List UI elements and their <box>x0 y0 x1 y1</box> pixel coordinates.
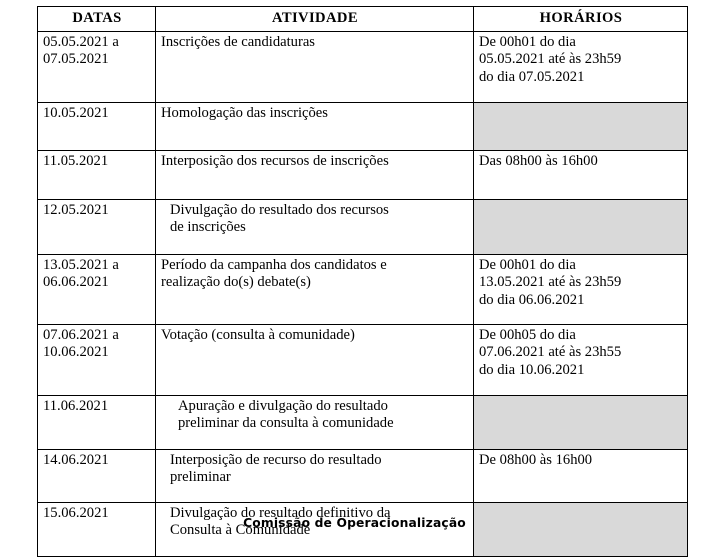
header-row: DATAS ATIVIDADE HORÁRIOS <box>37 6 688 32</box>
table-row: 11.05.2021 Interposição dos recursos de … <box>37 149 688 200</box>
table-row: 14.06.2021 Interposição de recurso do re… <box>37 448 688 503</box>
footer-signature: Comissão de Operacionalização <box>243 516 466 530</box>
column-header-horarios: HORÁRIOS <box>473 6 688 32</box>
schedule-table: DATAS ATIVIDADE HORÁRIOS 05.05.2021 a 07… <box>37 6 688 557</box>
cell-times: De 00h01 do dia 13.05.2021 até às 23h59 … <box>473 253 688 325</box>
cell-dates: 14.06.2021 <box>37 448 156 503</box>
cell-times: De 00h01 do dia 05.05.2021 até às 23h59 … <box>473 30 688 103</box>
table-row: 07.06.2021 a 10.06.2021 Votação (consult… <box>37 323 688 396</box>
cell-times-shaded <box>473 394 688 450</box>
cell-activity: Votação (consulta à comunidade) <box>155 323 474 396</box>
cell-times: Das 08h00 às 16h00 <box>473 149 688 200</box>
cell-dates: 11.06.2021 <box>37 394 156 450</box>
cell-activity: Período da campanha dos candidatos e rea… <box>155 253 474 325</box>
cell-times-shaded <box>473 198 688 255</box>
cell-activity: Apuração e divulgação do resultado preli… <box>155 394 474 450</box>
cell-activity: Homologação das inscrições <box>155 101 474 151</box>
cell-times-shaded <box>473 501 688 557</box>
table-row: 15.06.2021 Divulgação do resultado defin… <box>37 501 688 557</box>
cell-activity: Divulgação do resultado dos recursos de … <box>155 198 474 255</box>
table-header: DATAS ATIVIDADE HORÁRIOS <box>37 6 688 32</box>
cell-dates: 12.05.2021 <box>37 198 156 255</box>
cell-dates: 10.05.2021 <box>37 101 156 151</box>
table-row: 10.05.2021 Homologação das inscrições <box>37 101 688 151</box>
cell-dates: 13.05.2021 a 06.06.2021 <box>37 253 156 325</box>
cell-times: De 00h05 do dia 07.06.2021 até às 23h55 … <box>473 323 688 396</box>
table-row: 05.05.2021 a 07.05.2021 Inscrições de ca… <box>37 30 688 103</box>
cell-times-shaded <box>473 101 688 151</box>
cell-activity: Interposição de recurso do resultado pre… <box>155 448 474 503</box>
table-row: 13.05.2021 a 06.06.2021 Período da campa… <box>37 253 688 325</box>
column-header-datas: DATAS <box>37 6 156 32</box>
cell-activity: Inscrições de candidaturas <box>155 30 474 103</box>
cell-dates: 11.05.2021 <box>37 149 156 200</box>
cell-dates: 05.05.2021 a 07.05.2021 <box>37 30 156 103</box>
table-body: 05.05.2021 a 07.05.2021 Inscrições de ca… <box>37 30 688 557</box>
cell-dates: 07.06.2021 a 10.06.2021 <box>37 323 156 396</box>
column-header-atividade: ATIVIDADE <box>155 6 474 32</box>
cell-times: De 08h00 às 16h00 <box>473 448 688 503</box>
table-row: 11.06.2021 Apuração e divulgação do resu… <box>37 394 688 450</box>
table-row: 12.05.2021 Divulgação do resultado dos r… <box>37 198 688 255</box>
cell-activity: Interposição dos recursos de inscrições <box>155 149 474 200</box>
cell-dates: 15.06.2021 <box>37 501 156 557</box>
